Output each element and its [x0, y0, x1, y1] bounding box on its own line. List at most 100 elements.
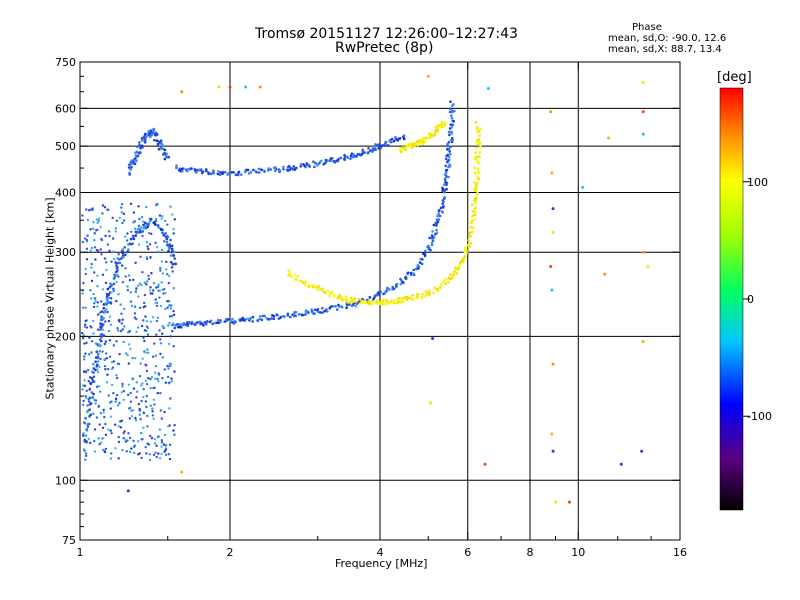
o-mode-point	[132, 160, 135, 163]
o-mode-point	[423, 253, 427, 257]
o-mode-point	[127, 383, 131, 386]
o-mode-point	[92, 362, 95, 366]
o-mode-point	[122, 398, 126, 401]
o-mode-point	[117, 275, 120, 278]
o-mode-point	[153, 138, 156, 142]
o-mode-point	[84, 458, 87, 461]
o-mode-point	[141, 234, 144, 238]
x-mode-point	[447, 280, 450, 284]
o-mode-point	[435, 228, 439, 232]
o-mode-point	[97, 405, 100, 408]
o-mode-point	[143, 293, 147, 297]
o-mode-point	[90, 246, 94, 250]
o-mode-point	[141, 230, 145, 233]
o-mode-point	[137, 402, 141, 406]
o-mode-point	[95, 385, 99, 389]
o-mode-point	[102, 448, 105, 452]
o-mode-point	[399, 282, 403, 286]
o-mode-point	[142, 336, 145, 340]
o-mode-point	[141, 357, 144, 360]
o-mode-point	[158, 428, 162, 431]
o-mode-point	[299, 162, 303, 166]
o-mode-point	[169, 307, 173, 310]
o-mode-point	[303, 164, 306, 168]
o-mode-point	[152, 131, 156, 135]
o-mode-point	[83, 440, 86, 443]
o-mode-point	[441, 199, 445, 202]
o-mode-point	[226, 318, 230, 321]
o-mode-point	[450, 131, 454, 134]
x-mode-point	[444, 122, 447, 125]
o-mode-point	[88, 415, 91, 418]
o-mode-point	[115, 262, 118, 266]
x-mode-point	[476, 161, 479, 165]
x-mode-point	[301, 281, 305, 285]
o-mode-point	[143, 225, 147, 228]
o-mode-point	[143, 350, 146, 353]
o-mode-point	[85, 247, 89, 251]
x-mode-point	[438, 124, 442, 128]
o-mode-point	[128, 329, 132, 333]
o-mode-point	[417, 267, 420, 270]
o-mode-point	[109, 457, 113, 460]
o-mode-point	[190, 167, 193, 170]
o-mode-point	[166, 375, 170, 379]
o-mode-point	[96, 221, 99, 225]
o-mode-point	[101, 426, 105, 430]
x-mode-point	[473, 207, 477, 210]
o-mode-point	[119, 426, 123, 429]
o-mode-point	[90, 266, 93, 269]
o-mode-point	[122, 389, 126, 393]
o-mode-point	[82, 434, 85, 437]
x-mode-point	[472, 226, 475, 230]
o-mode-point	[128, 450, 132, 454]
o-mode-point	[96, 313, 100, 316]
o-mode-point	[203, 320, 207, 324]
o-mode-point	[112, 257, 116, 261]
o-mode-point	[140, 226, 143, 229]
o-mode-point	[155, 333, 158, 336]
o-mode-point	[384, 141, 387, 144]
o-mode-point	[168, 304, 171, 307]
o-mode-point	[160, 332, 164, 335]
noise-point	[641, 340, 645, 344]
o-mode-point	[120, 257, 123, 260]
o-mode-point	[89, 297, 93, 300]
o-mode-point	[105, 268, 108, 272]
o-mode-point	[182, 167, 185, 170]
o-mode-point	[152, 417, 155, 420]
o-mode-point	[272, 317, 276, 321]
x-mode-point	[475, 185, 478, 188]
x-mode-point	[323, 290, 327, 294]
o-mode-point	[136, 284, 140, 287]
o-mode-point	[84, 352, 87, 355]
o-mode-point	[115, 393, 119, 397]
o-mode-point	[84, 319, 87, 323]
o-mode-point	[442, 205, 445, 208]
o-mode-point	[165, 155, 169, 159]
x-mode-point	[474, 120, 478, 124]
o-mode-point	[349, 157, 352, 160]
o-mode-point	[180, 170, 184, 173]
o-mode-point	[345, 306, 348, 310]
o-mode-point	[89, 381, 92, 385]
o-mode-point	[133, 220, 136, 223]
o-mode-point	[167, 274, 171, 278]
o-mode-point	[145, 257, 149, 261]
o-mode-point	[449, 114, 453, 117]
o-mode-point	[117, 292, 120, 296]
o-mode-point	[356, 153, 360, 156]
o-mode-point	[430, 241, 434, 245]
o-mode-point	[114, 227, 118, 230]
o-mode-point	[321, 311, 324, 314]
o-mode-point	[339, 156, 343, 160]
o-mode-point	[128, 417, 132, 420]
noise-point	[426, 74, 430, 78]
o-mode-point	[172, 313, 176, 317]
o-mode-point	[448, 107, 452, 110]
o-mode-point	[446, 144, 449, 147]
o-mode-point	[92, 375, 96, 379]
o-mode-point	[451, 103, 455, 106]
o-mode-point	[173, 370, 176, 373]
o-mode-point	[134, 234, 138, 237]
